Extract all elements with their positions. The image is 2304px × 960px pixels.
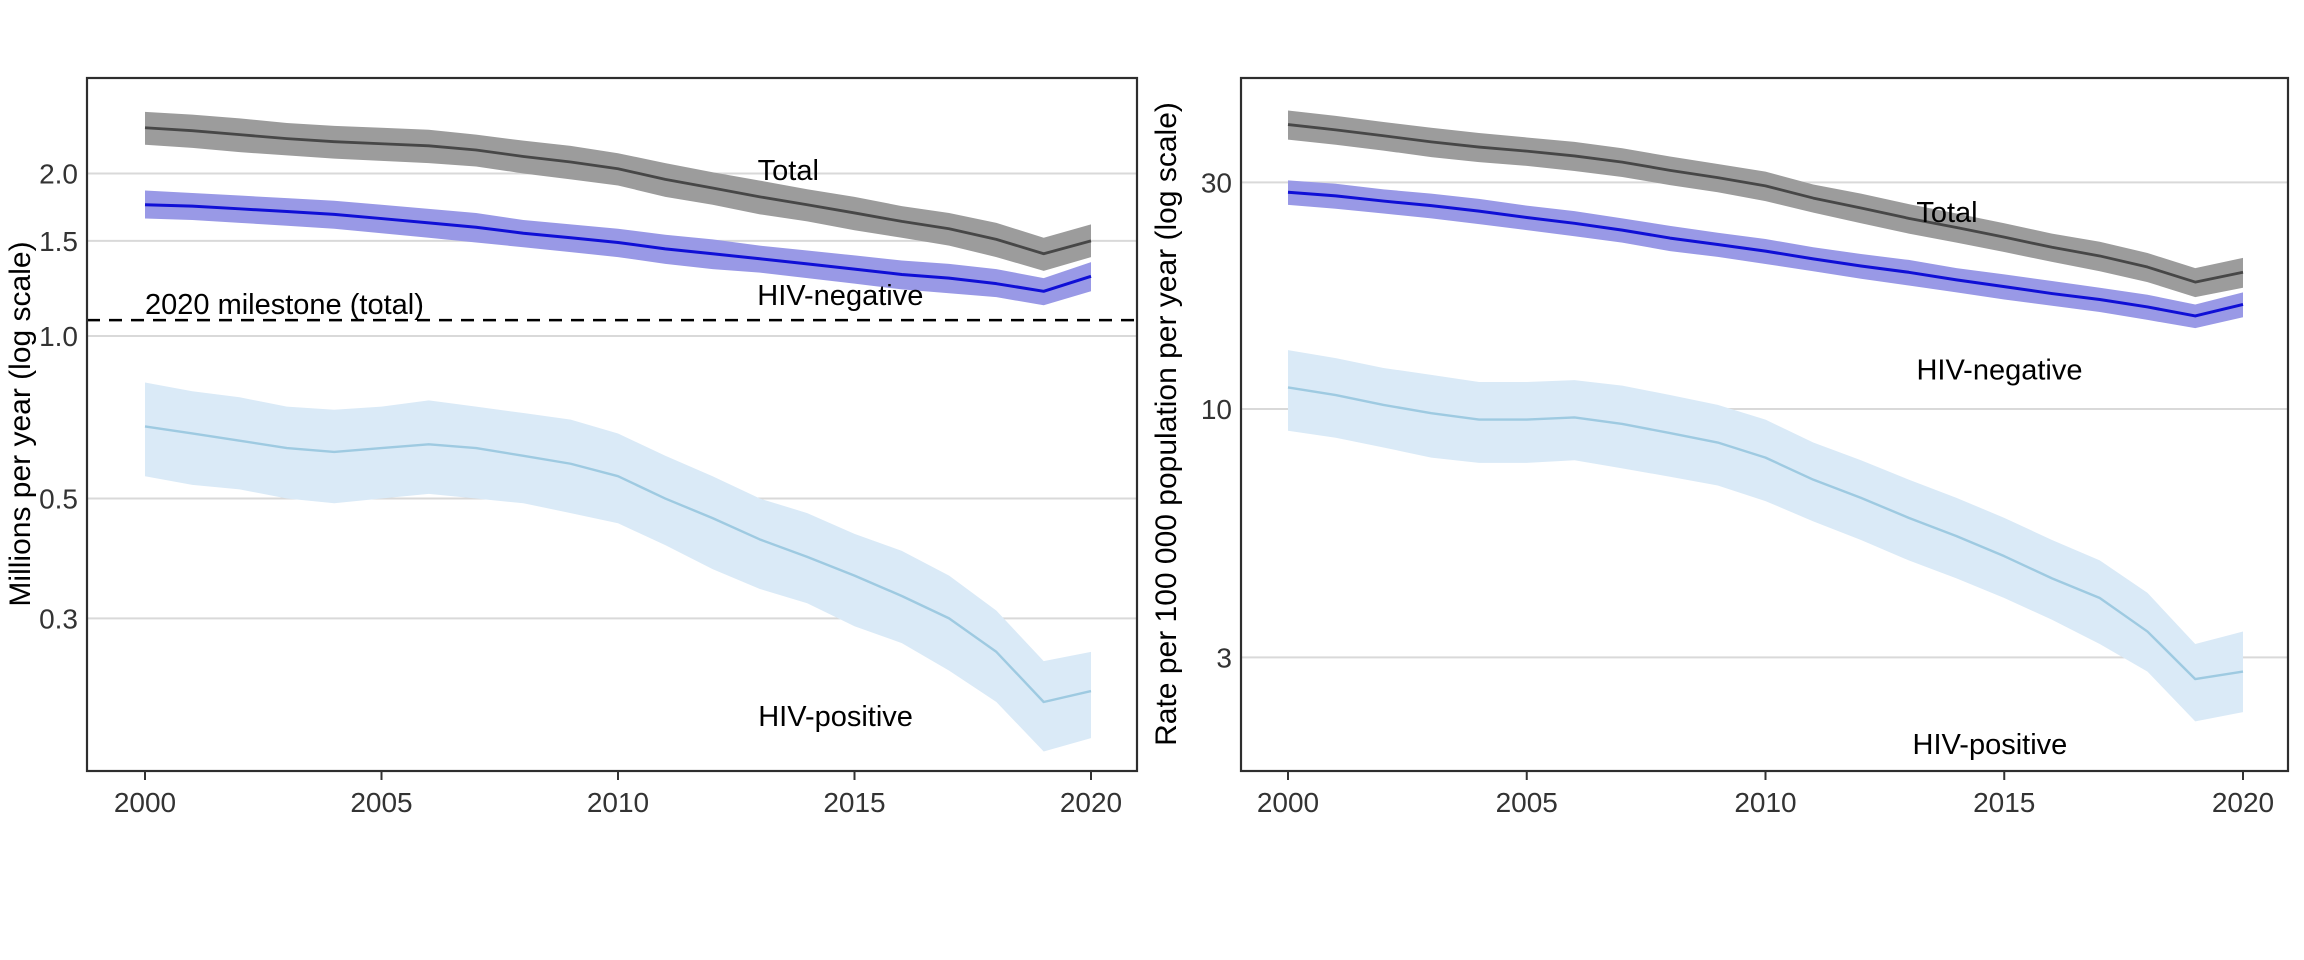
total-uncertainty-band bbox=[145, 111, 1091, 271]
y-tick-label: 30 bbox=[1201, 167, 1232, 198]
x-tick-label: 2005 bbox=[1496, 787, 1558, 818]
y-tick-label: 1.5 bbox=[39, 226, 78, 257]
total-line bbox=[144, 126, 1092, 256]
chart-mortality-rate: 2000 2005 2010 2015 2020 30 10 3 Total HIV-negati… bbox=[1201, 76, 2290, 818]
hiv-positive-uncertainty-band bbox=[1288, 350, 2243, 722]
x-tick-label: 2005 bbox=[350, 787, 412, 818]
series-label: 2020 milestone (total) bbox=[145, 289, 424, 321]
series-label: HIV-negative bbox=[757, 280, 923, 312]
series-label: HIV-negative bbox=[1916, 355, 2082, 387]
right-y-axis-title: Rate per 100 000 population per year (lo… bbox=[1150, 102, 1183, 746]
y-tick-label: 1.0 bbox=[39, 321, 78, 352]
x-tick-label: 2010 bbox=[1734, 787, 1796, 818]
hiv-positive-line bbox=[144, 425, 1092, 704]
hiv-positive-line bbox=[1287, 386, 2244, 681]
y-tick-label: 0.5 bbox=[39, 484, 78, 515]
y-tick-label: 10 bbox=[1201, 394, 1232, 425]
x-tick-label: 2020 bbox=[2212, 787, 2274, 818]
x-tick-label: 2015 bbox=[1973, 787, 2035, 818]
series-label: HIV-positive bbox=[758, 701, 913, 733]
left-y-axis-title: Millions per year (log scale) bbox=[4, 241, 37, 606]
hiv-positive-uncertainty-band bbox=[145, 382, 1091, 752]
panel-border bbox=[85, 76, 1139, 773]
x-tick-label: 2000 bbox=[114, 787, 176, 818]
hiv-negative-line bbox=[1287, 190, 2244, 318]
x-tick-label: 2020 bbox=[1060, 787, 1122, 818]
series-label: Total bbox=[758, 155, 819, 187]
x-tick-label: 2010 bbox=[587, 787, 649, 818]
chart-deaths-millions: 2000 2005 2010 2015 2020 2.0 1.5 1.0 0.5 0.3 Total… bbox=[39, 76, 1139, 818]
series-label: Total bbox=[1916, 197, 1977, 229]
total-line bbox=[1287, 123, 2244, 284]
hiv-negative-uncertainty-band bbox=[145, 190, 1091, 306]
hiv-negative-line bbox=[144, 203, 1092, 293]
x-tick-label: 2015 bbox=[823, 787, 885, 818]
x-tick-label: 2000 bbox=[1257, 787, 1319, 818]
series-label: HIV-positive bbox=[1913, 729, 2068, 761]
y-tick-label: 3 bbox=[1216, 642, 1232, 673]
y-tick-label: 0.3 bbox=[39, 603, 78, 634]
y-tick-label: 2.0 bbox=[39, 158, 78, 189]
total-uncertainty-band bbox=[1288, 110, 2243, 298]
